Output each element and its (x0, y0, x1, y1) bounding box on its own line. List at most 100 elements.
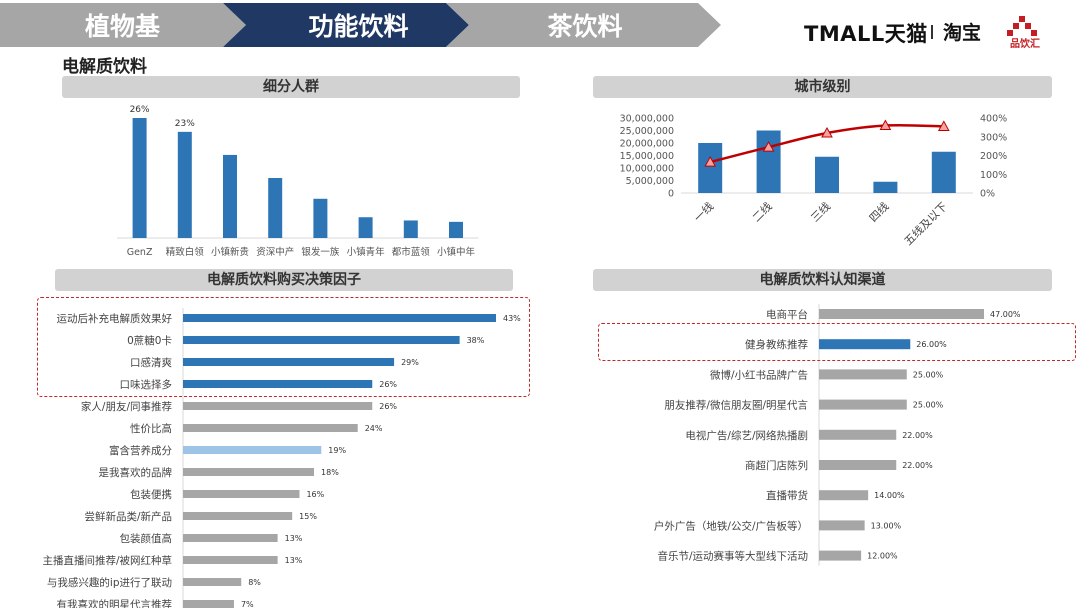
segments-category-label: 小镇新贵 (211, 246, 249, 258)
factors-bar (183, 468, 315, 476)
channels-category-label: 电视广告/综艺/网络热播剧 (685, 429, 808, 442)
factors-category-label: 尝鲜新品类/新产品 (84, 510, 172, 523)
channels-category-label: 商超门店陈列 (745, 459, 808, 472)
channels-bar (819, 429, 897, 440)
tab-functional-drinks-shape (223, 3, 469, 47)
factors-bar (183, 556, 278, 564)
city-bar (815, 156, 839, 193)
segments-category-label: 小镇中年 (437, 246, 476, 258)
channels-category-label: 户外广告（地铁/公交/广告板等） (654, 519, 808, 532)
logo-divider (931, 25, 933, 39)
factors-value-label: 13% (285, 556, 303, 565)
segments-category-label: 精致白领 (166, 246, 205, 258)
tab-tea-drinks-shape (446, 3, 721, 47)
factors-highlight-box (37, 297, 530, 397)
channels-value-label: 25.00% (913, 401, 944, 410)
channels-value-label: 25.00% (913, 370, 944, 379)
channels-category-label: 微博/小红书品牌广告 (710, 368, 808, 381)
factors-category-label: 性价比高 (130, 422, 172, 435)
factors-category-label: 富含营养成分 (109, 444, 172, 457)
pinyinhui-logo-text: 品饮汇 (1010, 39, 1040, 50)
segments-bar (268, 178, 283, 238)
nav-chevrons (0, 3, 721, 47)
channels-value-label: 22.00% (902, 461, 933, 470)
factors-category-label: 主播直播间推荐/被网红种草 (42, 554, 172, 567)
city-left-tick: 25,000,000 (620, 126, 674, 137)
city-category-label: 二线 (749, 199, 774, 224)
panel-header-segments: 细分人群 (62, 76, 520, 98)
city-left-tick: 5,000,000 (626, 176, 674, 187)
city-bar (756, 130, 781, 193)
factors-category-label: 与我感兴趣的ip进行了联动 (47, 576, 172, 589)
factors-category-label: 包装便携 (130, 488, 172, 501)
section-title: 电解质饮料 (62, 57, 147, 77)
factors-category-label: 是我喜欢的品牌 (99, 466, 173, 479)
segments-data-label: 26% (130, 105, 150, 115)
channels-value-label: 12.00% (867, 552, 898, 561)
city-line-marker (821, 126, 833, 138)
city-left-tick: 15,000,000 (620, 151, 674, 162)
tab-tea-drinks[interactable]: 茶饮料 (547, 12, 623, 41)
segments-bar (358, 217, 373, 238)
segments-bar (313, 198, 328, 238)
channels-value-label: 13.00% (871, 521, 902, 530)
segments-data-label: 23% (175, 119, 195, 129)
factors-category-label: 包装颜值高 (120, 532, 173, 545)
segments-bar (403, 220, 418, 238)
channels-category-label: 电商平台 (766, 308, 808, 321)
city-bar (698, 143, 723, 193)
segments-category-label: 小镇青年 (347, 246, 386, 258)
channels-category-label: 直播带货 (766, 489, 808, 502)
factors-bar (183, 490, 300, 498)
tab-plant-based[interactable]: 植物基 (84, 12, 160, 41)
city-bar (873, 181, 898, 193)
factors-bar (183, 402, 373, 410)
city-category-label: 五线及以下 (901, 199, 950, 248)
channels-value-label: 14.00% (874, 491, 905, 500)
city-right-tick: 200% (980, 151, 1007, 162)
city-left-tick: 10,000,000 (620, 164, 674, 175)
factors-value-label: 16% (306, 490, 324, 499)
city-line-series (709, 123, 944, 164)
factors-value-label: 15% (299, 512, 317, 521)
segments-bar (177, 131, 192, 238)
city-line-marker (762, 141, 775, 152)
city-line-marker (937, 120, 950, 131)
tab-functional-drinks[interactable]: 功能饮料 (308, 12, 409, 41)
channels-bar (819, 550, 862, 561)
channels-highlight-box (598, 323, 1076, 361)
factors-value-label: 19% (328, 446, 346, 455)
city-category-label: 三线 (808, 199, 833, 224)
factors-bar (183, 600, 234, 608)
city-left-tick: 0 (668, 189, 674, 200)
segments-bar (132, 118, 147, 238)
channels-bar (819, 309, 984, 319)
channels-bar (819, 460, 897, 470)
factors-bar (183, 512, 293, 520)
factors-value-label: 18% (321, 468, 339, 477)
city-right-tick: 0% (980, 189, 995, 200)
city-right-tick: 100% (980, 170, 1007, 181)
segments-category-label: GenZ (127, 247, 153, 258)
pinyinhui-logo-icon (1007, 16, 1037, 36)
taobao-logo: 淘宝 (943, 22, 982, 44)
city-right-tick: 300% (980, 132, 1007, 143)
city-left-tick: 30,000,000 (620, 114, 674, 125)
panel-header-city: 城市级别 (593, 76, 1052, 98)
panel-header-channels: 电解质饮料认知渠道 (593, 269, 1052, 291)
factors-value-label: 24% (365, 424, 383, 433)
channels-category-label: 音乐节/运动赛事等大型线下活动 (657, 550, 808, 563)
segments-category-label: 银发一族 (301, 246, 340, 258)
segments-category-label: 资深中产 (256, 246, 294, 258)
city-line-marker (879, 119, 892, 130)
channels-value-label: 22.00% (902, 431, 933, 440)
channels-bar (819, 369, 907, 380)
tmall-logo: TMALL天猫 (804, 22, 928, 46)
factors-category-label: 家人/朋友/同事推荐 (81, 400, 172, 413)
factors-value-label: 26% (379, 402, 397, 411)
channels-value-label: 47.00% (990, 310, 1021, 319)
factors-value-label: 13% (285, 534, 303, 543)
channels-bar (819, 490, 869, 501)
city-category-label: 一线 (691, 199, 716, 224)
city-left-tick: 20,000,000 (620, 139, 674, 150)
